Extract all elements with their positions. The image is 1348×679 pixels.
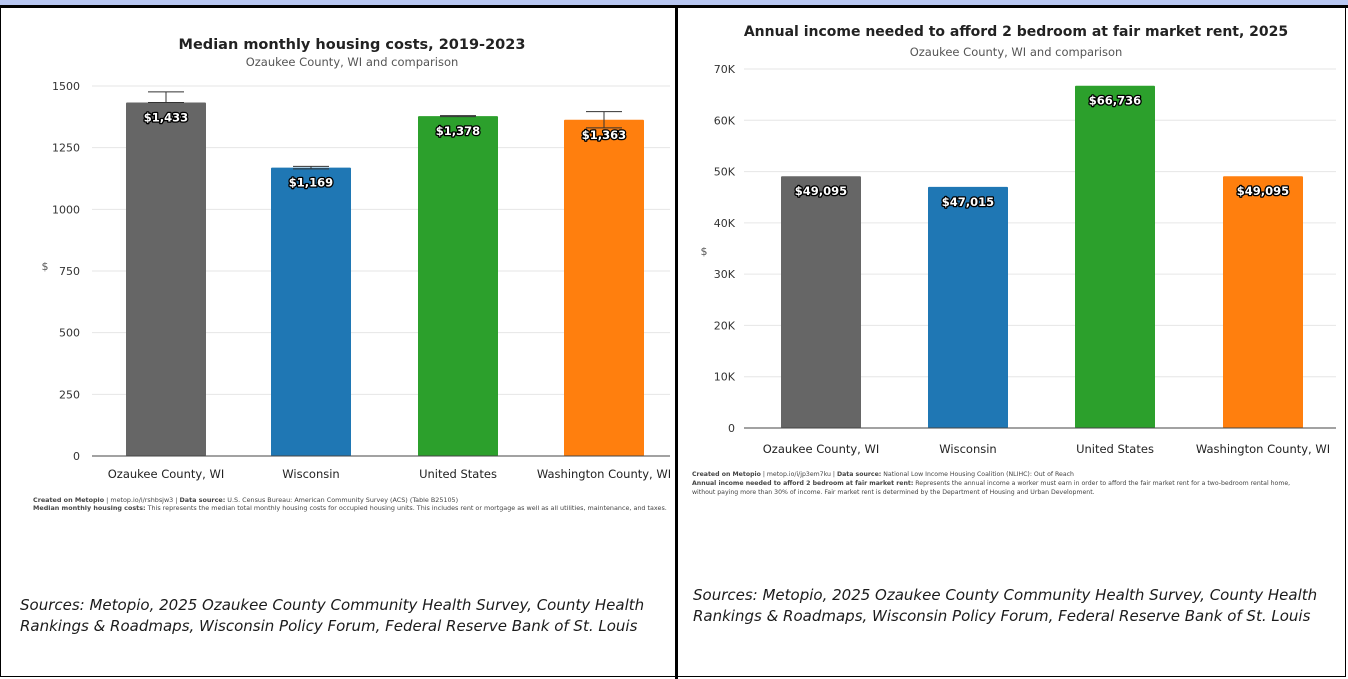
y-tick-label: 40K <box>714 217 736 230</box>
outer-frame <box>0 5 1346 677</box>
x-tick-label: Wisconsin <box>282 467 339 481</box>
value-label: $1,363 <box>582 128 626 142</box>
y-tick-label: 30K <box>714 268 736 281</box>
housing-costs-chart: Median monthly housing costs, 2019-2023 … <box>33 37 671 512</box>
x-tick-label: United States <box>1076 442 1154 456</box>
y-axis-label: $ <box>42 260 49 273</box>
bar-1 <box>928 186 1008 428</box>
x-tick-label: United States <box>419 467 497 481</box>
value-labels: $49,095 $47,015 $66,736 $49,095 <box>794 92 1291 210</box>
y-tick-label: 0 <box>728 422 735 435</box>
bar-1 <box>271 167 351 456</box>
bar-3 <box>564 119 644 456</box>
y-tick-labels: 0 250 500 750 1000 1250 1500 <box>52 80 80 463</box>
y-tick-labels: 0 10K 20K 30K 40K 50K 60K 70K <box>714 63 736 435</box>
chart-subtitle: Ozaukee County, WI and comparison <box>910 45 1123 59</box>
chart-subtitle: Ozaukee County, WI and comparison <box>246 55 459 69</box>
bar-0 <box>126 102 206 456</box>
y-tick-label: 20K <box>714 319 736 332</box>
bars <box>126 102 644 457</box>
y-tick-label: 50K <box>714 166 736 179</box>
right-panel: Annual income needed to afford 2 bedroom… <box>678 8 1348 679</box>
value-label: $1,378 <box>436 124 480 138</box>
y-tick-label: 60K <box>714 114 736 127</box>
y-tick-label: 500 <box>59 327 80 340</box>
x-tick-label: Wisconsin <box>939 442 996 456</box>
value-labels: $1,433 $1,169 $1,378 $1,363 <box>143 109 628 191</box>
panel-divider <box>675 5 678 679</box>
y-tick-label: 1250 <box>52 142 80 155</box>
x-tick-label: Ozaukee County, WI <box>108 467 225 481</box>
sources-text: Sources: Metopio, 2025 Ozaukee County Co… <box>20 596 645 635</box>
bars <box>781 85 1303 428</box>
y-tick-label: 70K <box>714 63 736 76</box>
footnote-line-3: without paying more than 30% of income. … <box>692 489 1095 496</box>
chart-title: Annual income needed to afford 2 bedroom… <box>744 24 1288 40</box>
bar-0 <box>781 176 861 428</box>
bar-2 <box>418 116 498 457</box>
footnote-line-1: Created on Metopio | metop.io/i/rshbsjw3… <box>33 496 458 504</box>
x-tick-label: Washington County, WI <box>537 467 671 481</box>
value-label: $66,736 <box>1089 94 1141 108</box>
chart-title: Median monthly housing costs, 2019-2023 <box>179 37 526 53</box>
sources-text: Sources: Metopio, 2025 Ozaukee County Co… <box>693 586 1318 625</box>
footnote-line-1: Created on Metopio | metop.io/i/jp3em7ku… <box>692 471 1074 478</box>
y-tick-label: 1000 <box>52 203 80 216</box>
top-color-band <box>0 0 1348 5</box>
x-tick-labels: Ozaukee County, WI Wisconsin United States… <box>763 442 1330 456</box>
y-tick-label: 750 <box>59 265 80 278</box>
footnote-line-2: Median monthly housing costs: This repre… <box>33 504 667 512</box>
y-tick-label: 0 <box>73 450 80 463</box>
y-axis-label: $ <box>701 245 708 258</box>
error-bars <box>148 91 622 170</box>
income-needed-chart: Annual income needed to afford 2 bedroom… <box>692 24 1336 496</box>
y-tick-label: 250 <box>59 388 80 401</box>
value-label: $49,095 <box>795 184 847 198</box>
value-label: $49,095 <box>1237 184 1289 198</box>
left-panel: Median monthly housing costs, 2019-2023 … <box>0 8 675 679</box>
value-label: $1,433 <box>144 111 188 125</box>
bar-2 <box>1075 85 1155 428</box>
y-tick-label: 10K <box>714 371 736 384</box>
value-label: $1,169 <box>289 176 333 190</box>
x-tick-label: Washington County, WI <box>1196 442 1330 456</box>
y-tick-label: 1500 <box>52 80 80 93</box>
x-tick-labels: Ozaukee County, WI Wisconsin United States… <box>108 467 671 481</box>
footnote-line-2: Annual income needed to afford 2 bedroom… <box>692 480 1290 487</box>
bar-3 <box>1223 176 1303 428</box>
top-border <box>0 5 1348 8</box>
value-label: $47,015 <box>942 195 994 209</box>
x-tick-label: Ozaukee County, WI <box>763 442 880 456</box>
